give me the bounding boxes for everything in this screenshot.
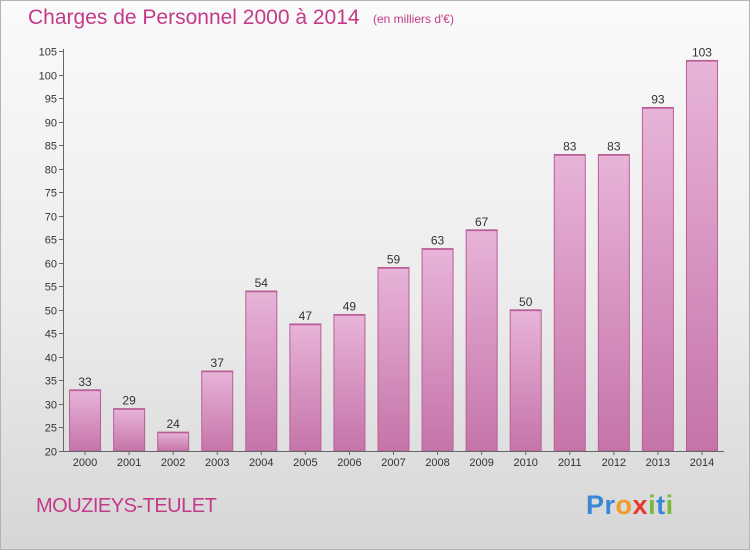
y-tick-label: 75 (45, 188, 57, 200)
y-tick-label: 55 (45, 282, 57, 294)
data-label: 47 (299, 309, 313, 323)
bar (465, 229, 498, 452)
bar (509, 309, 542, 452)
data-label: 29 (122, 394, 136, 408)
axes-group: 20 25 30 35 40 45 50 55 60 65 70 75 80 85 90 95 100 105 20… (39, 47, 724, 469)
data-label: 49 (343, 300, 357, 314)
y-tick-label: 90 (45, 118, 57, 130)
logo-letter: r (604, 490, 616, 520)
data-label: 83 (607, 140, 621, 154)
x-tick-label: 2014 (690, 457, 714, 469)
logo-letter: x (632, 490, 649, 520)
bar (377, 266, 410, 452)
x-tick-label: 2006 (337, 457, 361, 469)
x-tick-label: 2000 (73, 457, 97, 469)
y-tick-label: 100 (39, 71, 57, 83)
data-label: 67 (475, 215, 489, 229)
x-tick-label: 2005 (293, 457, 317, 469)
y-tick-label: 65 (45, 235, 57, 247)
x-tick-label: 2001 (117, 457, 141, 469)
y-tick-label: 50 (45, 306, 57, 318)
x-tick-label: 2004 (249, 457, 273, 469)
x-tick-label: 2010 (513, 457, 537, 469)
labels-group: 33 29 24 37 54 47 49 59 63 67 50 83 83 93 103 (78, 45, 712, 431)
bar (245, 290, 278, 452)
bar (157, 431, 190, 452)
y-tick-label: 25 (45, 423, 57, 435)
bar (421, 248, 454, 452)
y-tick-label: 45 (45, 329, 57, 341)
y-tick-label: 95 (45, 94, 57, 106)
logo-letter: i (648, 490, 657, 520)
data-label: 24 (166, 417, 180, 431)
chart-title: Charges de Personnel 2000 à 2014 (28, 6, 360, 29)
data-label: 103 (692, 45, 712, 59)
x-tick-label: 2003 (205, 457, 229, 469)
data-label: 50 (519, 295, 533, 309)
y-tick-label: 85 (45, 141, 57, 153)
bars-group (69, 59, 718, 452)
y-tick-label: 60 (45, 259, 57, 271)
y-tick-label: 80 (45, 165, 57, 177)
y-tick-label: 35 (45, 376, 57, 388)
y-tick-label: 105 (39, 47, 57, 59)
x-tick-label: 2011 (558, 457, 582, 469)
x-tick-label: 2002 (161, 457, 185, 469)
x-tick-label: 2013 (646, 457, 670, 469)
y-tick-label: 40 (45, 353, 57, 365)
bar (69, 389, 102, 452)
data-label: 59 (387, 252, 401, 266)
x-tick-label: 2007 (381, 457, 405, 469)
bar (201, 370, 234, 452)
bar (685, 59, 718, 452)
data-label: 54 (255, 276, 269, 290)
data-label: 83 (563, 140, 577, 154)
proxiti-logo: Proxiti (586, 490, 674, 521)
unit-note: (en milliers d'€) (373, 12, 454, 26)
y-tick-label: 20 (45, 447, 57, 459)
logo-letter: t (656, 490, 666, 520)
x-tick-label: 2009 (469, 457, 493, 469)
x-tick-label: 2012 (602, 457, 626, 469)
bar (289, 323, 322, 452)
logo-letter: o (615, 490, 633, 520)
y-tick-label: 70 (45, 212, 57, 224)
data-label: 93 (651, 92, 665, 106)
bar (553, 154, 586, 452)
logo-letter: P (586, 490, 605, 520)
data-label: 33 (78, 375, 92, 389)
bar (333, 314, 366, 452)
y-tick-label: 30 (45, 400, 57, 412)
bar (641, 106, 674, 452)
bar (597, 154, 630, 452)
logo-letter: i (665, 490, 674, 520)
data-label: 63 (431, 234, 445, 248)
x-tick-label: 2008 (425, 457, 449, 469)
commune-name: MOUZIEYS-TEULET (36, 495, 217, 517)
data-label: 37 (211, 356, 225, 370)
bar (113, 408, 146, 452)
